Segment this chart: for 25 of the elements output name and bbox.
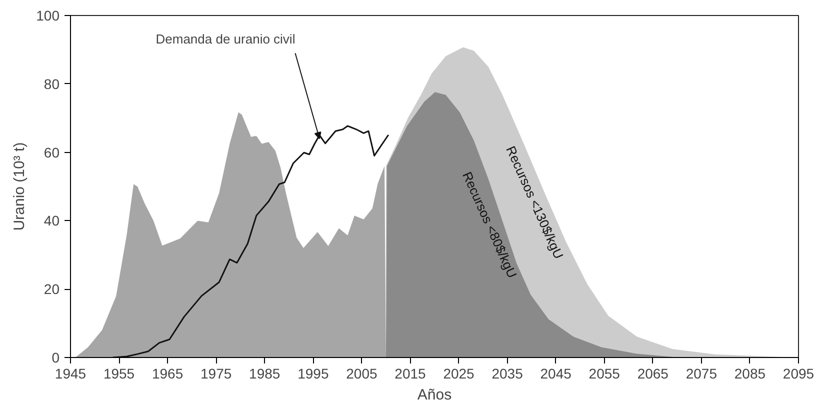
x-tick-label: 2065 [637, 366, 669, 382]
x-tick-label: 2015 [394, 366, 426, 382]
x-tick-label: 2045 [540, 366, 572, 382]
x-tick-label: 1955 [103, 366, 135, 382]
x-tick-label: 2085 [734, 366, 766, 382]
x-tick-label: 1985 [249, 366, 280, 382]
x-tick-label: 1975 [200, 366, 232, 382]
y-tick-label: 100 [36, 8, 60, 24]
x-tick-label: 2055 [588, 366, 620, 382]
y-tick-label: 60 [44, 144, 60, 160]
x-tick-label: 1945 [54, 366, 86, 382]
y-tick-label: 40 [44, 212, 60, 229]
x-axis-title: Años [417, 386, 452, 404]
annotation: Demanda de uranio civil [156, 31, 296, 46]
x-tick-label: 2005 [346, 366, 378, 382]
y-tick-label: 0 [52, 350, 60, 366]
x-tick-label: 2035 [492, 366, 524, 382]
x-tick-label: 2095 [782, 366, 814, 382]
y-tick-label: 80 [44, 76, 60, 92]
y-axis-title: Uranio (10³ t) [11, 142, 28, 231]
x-tick-label: 2025 [443, 366, 475, 382]
x-tick-label: 2075 [686, 366, 718, 382]
x-tick-label: 1995 [298, 366, 329, 382]
x-tick-label: 1965 [152, 366, 184, 382]
y-tick-label: 20 [44, 281, 60, 298]
